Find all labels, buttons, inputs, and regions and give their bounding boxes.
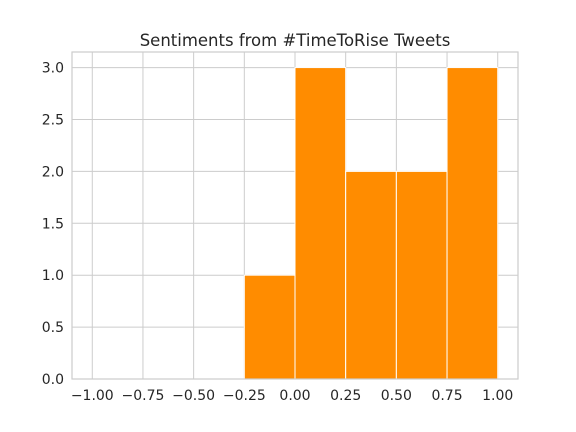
- plot-frame: [71, 51, 519, 380]
- histogram-bar: [446, 67, 499, 380]
- y-tick-label: 2.5: [42, 112, 64, 128]
- y-tick-label: 2.0: [42, 164, 64, 180]
- plot-border: [71, 51, 519, 380]
- y-tick-label: 3.0: [42, 61, 64, 77]
- chart-title: Sentiments from #TimeToRise Tweets: [140, 31, 451, 50]
- x-tick-label: −1.00: [71, 388, 114, 404]
- y-tick-label: 1.0: [42, 268, 64, 284]
- histogram-bar: [345, 170, 397, 380]
- y-axis-ticks: 0.0 0.5 1.0 1.5 2.0 2.5 3.0: [42, 61, 64, 388]
- y-tick-label: 1.5: [42, 216, 64, 232]
- y-tick-label: 0.5: [42, 320, 64, 336]
- x-tick-label: −0.50: [172, 388, 215, 404]
- histogram-bars: [243, 67, 499, 380]
- histogram-bar: [243, 274, 296, 380]
- x-axis-ticks: −1.00 −0.75 −0.50 −0.25 0.00 0.25 0.50 0.75 1.00: [71, 388, 513, 404]
- x-tick-label: 0.00: [279, 388, 310, 404]
- x-tick-label: 0.25: [330, 388, 361, 404]
- x-tick-label: −0.75: [122, 388, 165, 404]
- histogram-bar: [395, 170, 448, 380]
- x-tick-label: −0.25: [223, 388, 266, 404]
- y-tick-label: 0.0: [42, 372, 64, 388]
- histogram-bar: [294, 67, 347, 380]
- x-tick-label: 1.00: [482, 388, 513, 404]
- x-tick-label: 0.75: [431, 388, 462, 404]
- x-tick-label: 0.50: [381, 388, 412, 404]
